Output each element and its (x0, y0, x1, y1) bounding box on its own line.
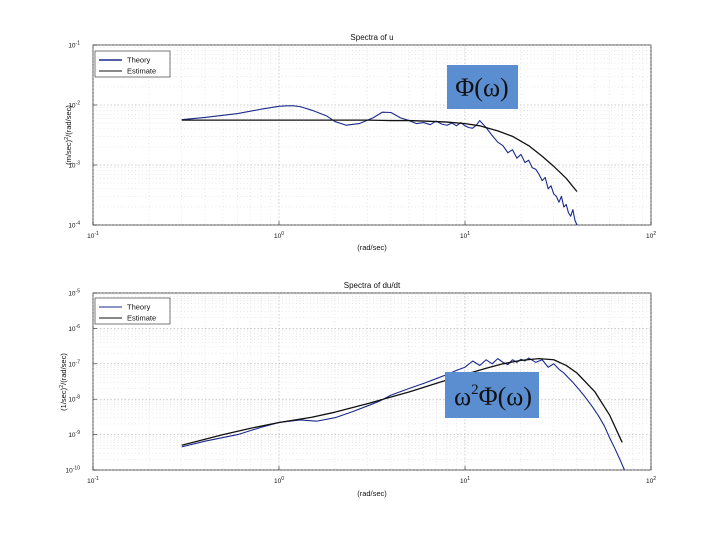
series-line-estimate-u (181, 119, 578, 193)
x-tick-label: 100 (274, 231, 284, 240)
y-tick-label: 10-3 (68, 161, 80, 170)
y-tick-label: 10-7 (68, 359, 80, 368)
chart-title-u: Spectra of u (350, 33, 393, 42)
x-tick-label: 101 (460, 231, 470, 240)
y-axis-label-sup-dudt: 2 (59, 385, 65, 388)
annotation-box-omega2-phi (445, 372, 539, 418)
annotation-phi: Φ(ω) (447, 65, 518, 109)
legend-label-theory-dudt: Theory (127, 303, 151, 312)
y-axis-label-main-u: (m/sec) (64, 139, 73, 165)
y-tick-label: 10-9 (68, 430, 80, 439)
tick-labels-dudt: 10-1 100 101 102 10-5 10-6 10-7 10-8 10-9 10-10 (66, 289, 657, 486)
series-line-theory-dudt (181, 357, 625, 471)
y-axis-label-rest-u: /(rad/sec) (64, 105, 73, 137)
y-tick-label: 10-1 (68, 41, 80, 50)
grid-dudt (92, 292, 652, 471)
plot-area-dudt (92, 292, 652, 471)
y-axis-label-dudt: (1/sec)2/(rad/sec) (59, 353, 68, 411)
legend-u: Theory Estimate (94, 50, 171, 78)
annotation-omega: ω (454, 382, 471, 411)
y-tick-label: 10-10 (66, 466, 81, 475)
x-tick-label: 10-1 (87, 231, 99, 240)
y-tick-label: 10-8 (68, 395, 80, 404)
y-tick-label: 10-4 (68, 221, 80, 230)
chart-spectra-u: 10-1 100 101 102 10-1 10-2 10-3 10-4 Spectra of… (64, 33, 656, 252)
y-axis-label-rest-dudt: /(rad/sec) (59, 353, 68, 385)
legend-label-theory-u: Theory (127, 56, 151, 65)
legend-label-estimate-dudt: Estimate (127, 314, 156, 323)
y-tick-label: 10-5 (68, 289, 80, 298)
legend-box-dudt (94, 297, 171, 325)
annotation-box-phi (447, 65, 518, 109)
x-tick-label: 101 (460, 476, 470, 485)
annotation-text-phi: Φ(ω) (455, 73, 508, 102)
x-tick-label: 102 (646, 231, 656, 240)
annotation-phi-omega: Φ(ω) (479, 382, 532, 411)
y-axis-label-u: (m/sec)2/(rad/sec) (64, 105, 73, 165)
annotation-sup-2: 2 (471, 382, 479, 398)
x-tick-label: 102 (646, 476, 656, 485)
legend-box-u (94, 50, 171, 78)
chart-spectra-dudt: 10-1 100 101 102 10-5 10-6 10-7 10-8 10-9 10-10 S… (59, 281, 656, 498)
x-tick-label: 100 (274, 476, 284, 485)
x-axis-label-dudt: (rad/sec) (357, 489, 387, 498)
plot-area-u (92, 44, 652, 226)
y-tick-label: 10-6 (68, 324, 80, 333)
y-axis-label-main-dudt: (1/sec) (59, 387, 68, 410)
tick-labels-u: 10-1 100 101 102 10-1 10-2 10-3 10-4 (68, 41, 656, 241)
x-axis-label-u: (rad/sec) (357, 243, 387, 252)
annotation-text-omega2-phi: ω2Φ(ω) (454, 382, 532, 411)
y-axis-label-sup-u: 2 (64, 137, 70, 140)
chart-title-dudt: Spectra of du/dt (344, 281, 401, 290)
series-group-u (181, 105, 578, 226)
annotation-omega2-phi: ω2Φ(ω) (445, 372, 539, 418)
legend-label-estimate-u: Estimate (127, 67, 156, 76)
x-tick-label: 10-1 (87, 476, 99, 485)
y-tick-label: 10-2 (68, 101, 80, 110)
legend-dudt: Theory Estimate (94, 297, 171, 325)
